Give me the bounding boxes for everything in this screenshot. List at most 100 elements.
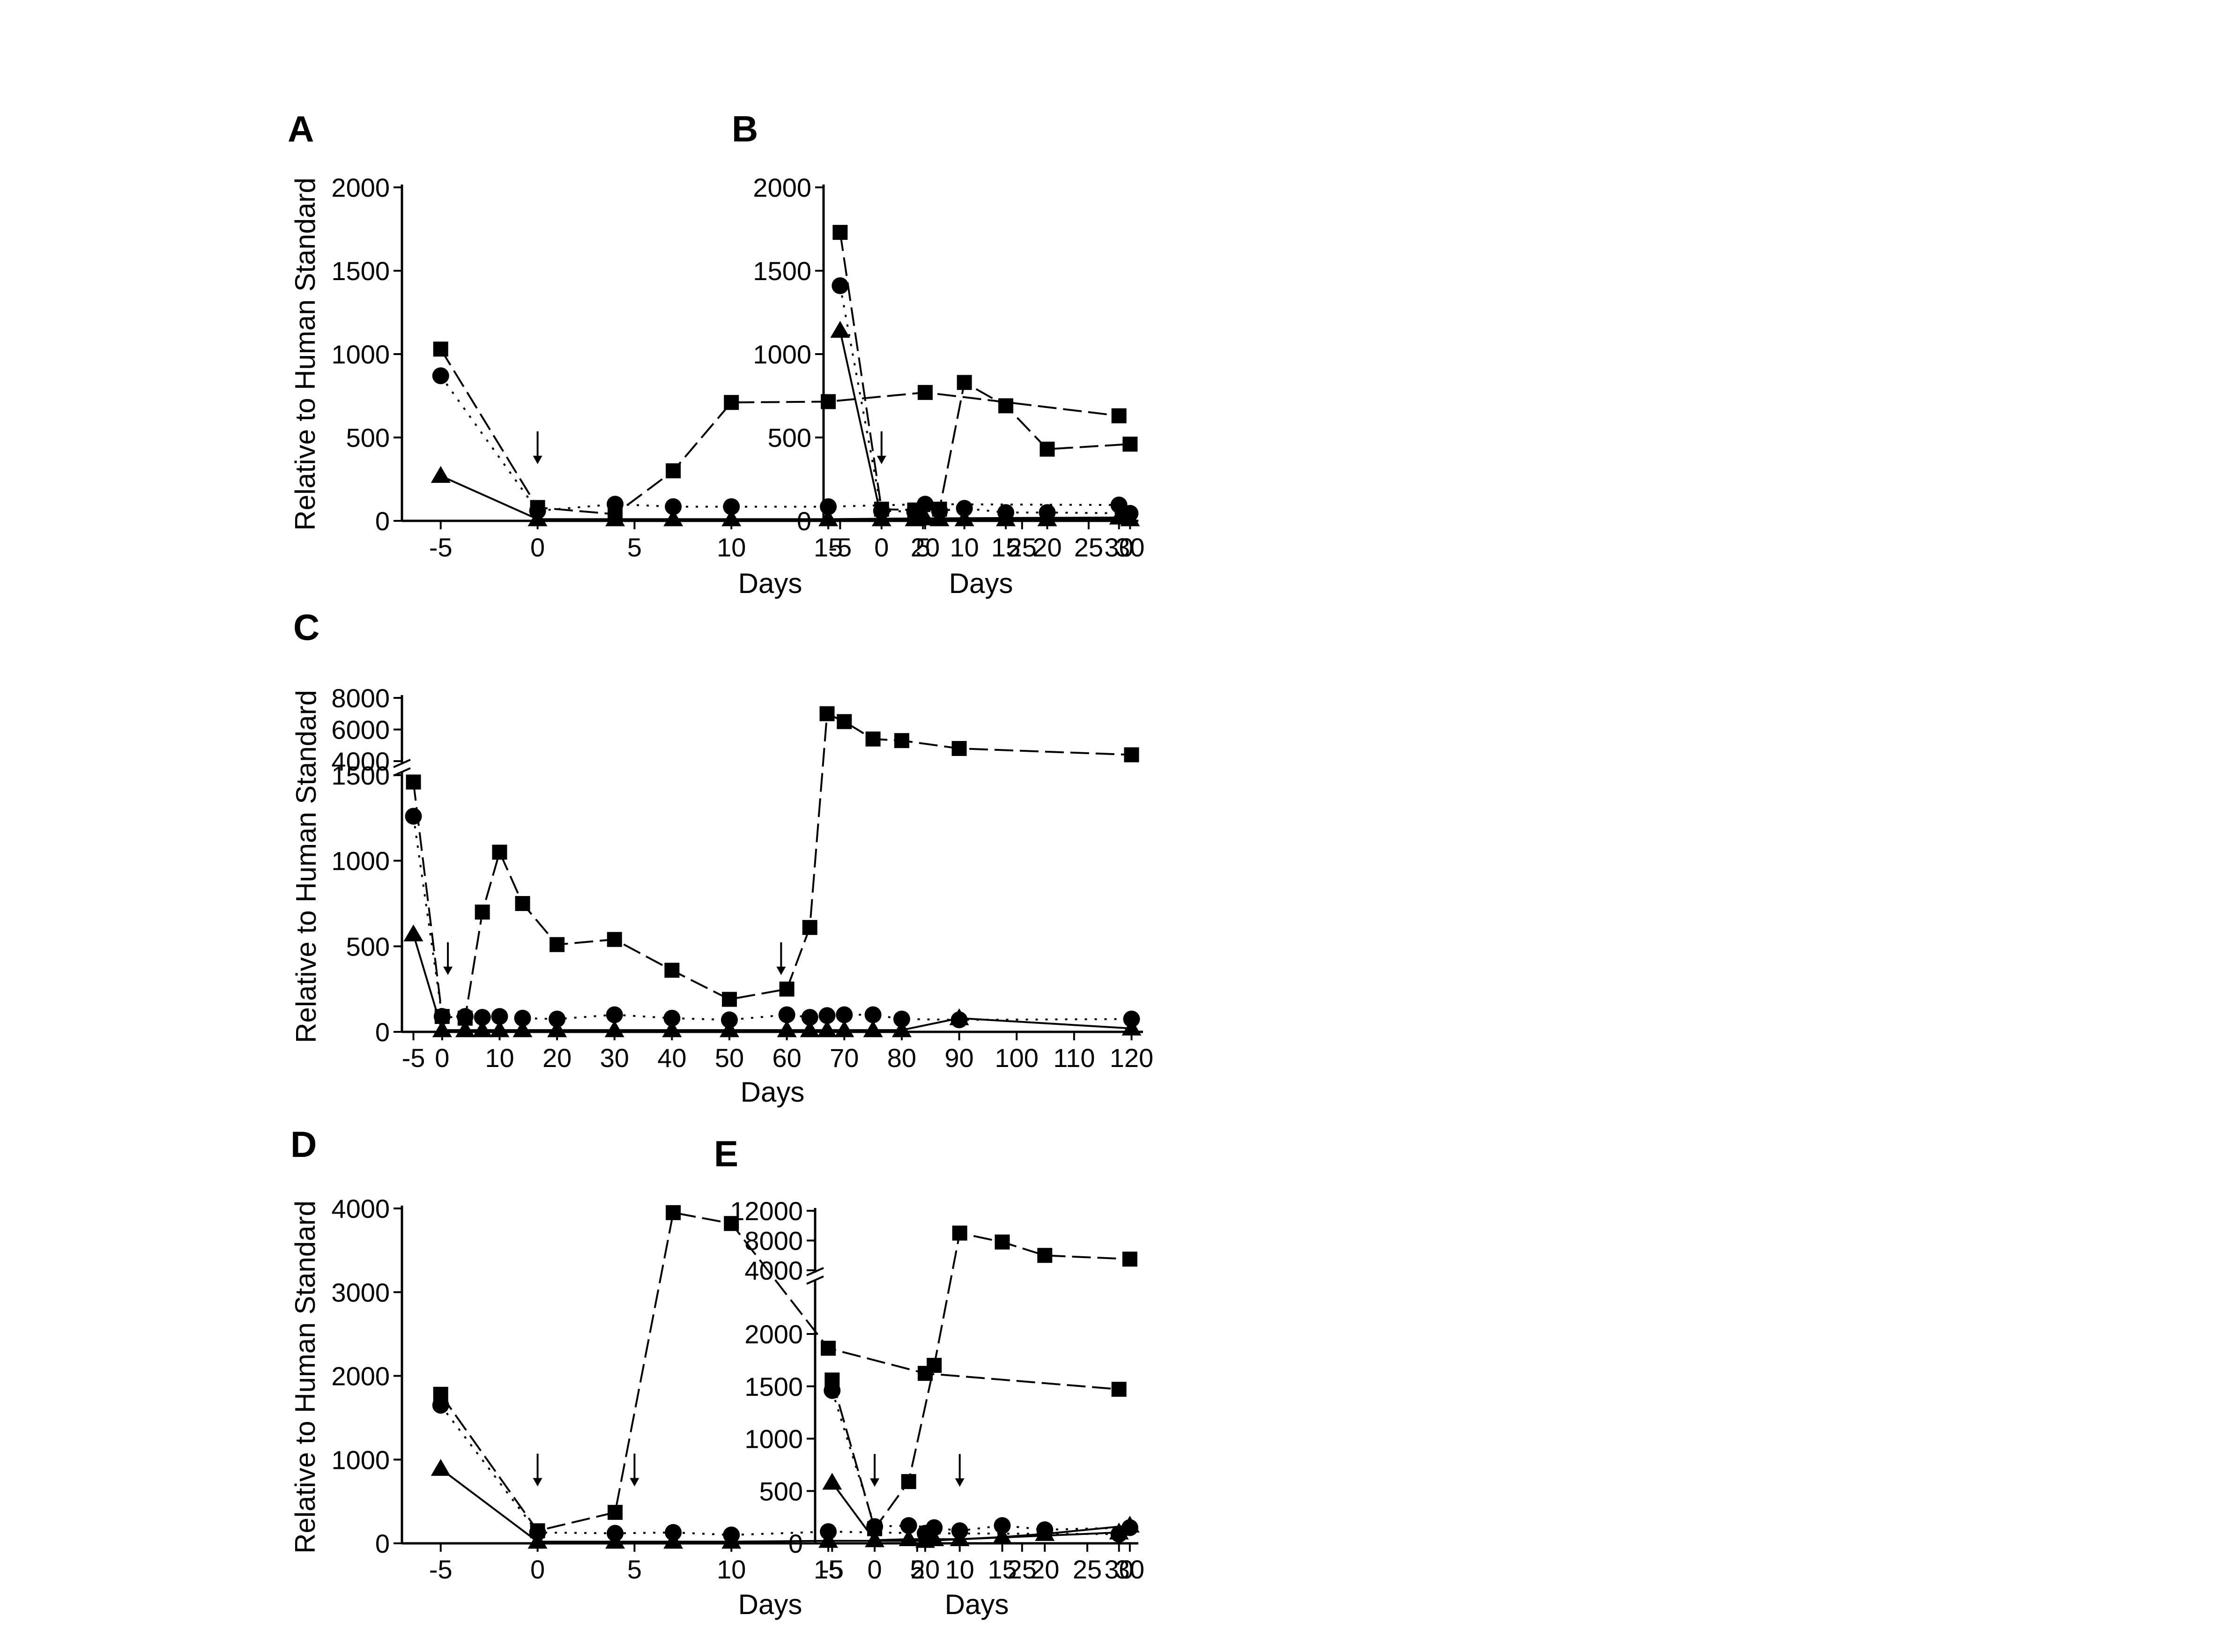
circle-marker — [665, 498, 682, 515]
y-tick-label: 1500 — [753, 256, 811, 286]
triangle-marker — [996, 509, 1016, 526]
triangle-marker — [1120, 1516, 1140, 1533]
triangle-marker — [663, 509, 683, 526]
y-tick-label: 6000 — [331, 715, 390, 745]
triangle-marker — [1120, 509, 1140, 526]
y-tick-label: 12000 — [730, 1196, 803, 1226]
x-tick-label: -5 — [820, 1555, 844, 1584]
triangle-marker — [950, 1529, 970, 1547]
circle-marker — [801, 1008, 818, 1026]
square-marker — [802, 920, 817, 935]
triangle-marker — [512, 1020, 533, 1037]
circle-marker — [956, 500, 973, 517]
circle-marker — [456, 1008, 474, 1025]
square-marker — [917, 385, 933, 400]
x-tick-label: 30 — [1115, 533, 1144, 562]
x-tick-label: 100 — [995, 1043, 1038, 1073]
x-tick-label: 20 — [911, 533, 940, 562]
x-tick-label: 15 — [814, 1555, 843, 1584]
triangle-marker — [1121, 1018, 1142, 1036]
square-marker — [894, 733, 909, 748]
circle-marker — [474, 1008, 491, 1026]
triangle-marker — [605, 509, 625, 526]
square-marker — [1037, 1248, 1053, 1263]
axis-break-mark — [393, 759, 411, 768]
x-tick-label: 0 — [530, 1555, 545, 1584]
x-tick-label: 10 — [945, 1555, 974, 1584]
x-tick-label: 0 — [435, 1043, 449, 1073]
triangle-marker — [403, 924, 423, 941]
y-axis-title: Relative to Human Standard — [290, 1200, 321, 1554]
x-tick-label: 30 — [1115, 1555, 1144, 1584]
triangle-marker — [604, 1020, 624, 1037]
triangle-marker — [1037, 509, 1057, 526]
circle-marker — [994, 1517, 1011, 1534]
x-tick-label: 90 — [944, 1043, 973, 1073]
panel-d-label: D — [290, 1124, 317, 1165]
y-tick-label: 1000 — [331, 846, 390, 876]
y-tick-label: 1500 — [331, 761, 390, 790]
y-tick-label: 4000 — [331, 747, 390, 776]
triangle-marker — [663, 1532, 683, 1549]
x-tick-label: 60 — [772, 1043, 802, 1073]
triangle-marker — [899, 1529, 919, 1547]
circle-marker — [491, 1008, 508, 1025]
square-marker — [832, 225, 848, 240]
x-tick-label: 25 — [1073, 1555, 1102, 1584]
y-tick-label: 0 — [375, 1017, 390, 1047]
triangle-series-line — [839, 330, 1130, 520]
y-tick-label: 4000 — [744, 1256, 803, 1285]
arrow-head-icon — [443, 966, 453, 975]
square-marker — [821, 1341, 836, 1356]
circle-marker — [824, 1382, 841, 1399]
square-marker — [865, 731, 881, 747]
x-tick-label: 30 — [1104, 533, 1133, 562]
arrow-head-icon — [870, 1478, 880, 1487]
square-series-line — [439, 348, 1119, 515]
triangle-marker — [865, 1530, 885, 1548]
triangle-marker — [490, 1020, 510, 1037]
x-tick-label: 80 — [887, 1043, 916, 1073]
circle-marker — [832, 277, 849, 295]
circle-marker — [721, 1011, 738, 1029]
triangle-marker — [431, 466, 451, 483]
x-axis-title: Days — [949, 568, 1013, 599]
circle-marker — [607, 496, 624, 513]
x-tick-label: 10 — [717, 533, 746, 562]
square-marker — [492, 845, 507, 860]
y-tick-label: 2000 — [753, 173, 811, 202]
square-marker — [1122, 437, 1138, 452]
x-tick-label: 5 — [627, 533, 642, 562]
square-series-line — [839, 232, 1130, 511]
circle-marker — [864, 1006, 882, 1023]
x-tick-label: -5 — [429, 1555, 453, 1584]
x-tick-label: 25 — [1008, 533, 1037, 562]
circle-series-line — [412, 816, 1132, 1021]
x-tick-label: 10 — [950, 533, 979, 562]
triangle-marker — [834, 1020, 854, 1037]
x-axis-title: Days — [741, 1076, 805, 1108]
y-tick-label: 1500 — [744, 1372, 803, 1401]
x-tick-label: 0 — [530, 533, 545, 562]
circle-series-line — [831, 1390, 1130, 1532]
triangle-marker — [720, 1020, 740, 1037]
y-tick-label: 1000 — [331, 340, 390, 369]
circle-marker — [405, 807, 422, 825]
triangle-marker — [455, 1020, 475, 1037]
square-marker — [1122, 1252, 1137, 1267]
axis-break-mark — [806, 1267, 824, 1276]
circle-series-line — [440, 375, 1119, 512]
y-axis-title: Relative to Human Standard — [290, 178, 321, 531]
square-marker — [1111, 408, 1127, 423]
x-tick-label: 110 — [1053, 1043, 1095, 1073]
square-marker — [433, 341, 448, 357]
x-tick-label: 120 — [1110, 1043, 1153, 1073]
x-tick-label: 30 — [600, 1043, 629, 1073]
triangle-marker — [830, 321, 850, 338]
triangle-marker — [992, 1527, 1012, 1544]
y-tick-label: 1500 — [331, 256, 390, 286]
triangle-marker — [527, 509, 548, 526]
x-tick-label: -5 — [429, 533, 453, 562]
square-marker — [666, 463, 681, 479]
